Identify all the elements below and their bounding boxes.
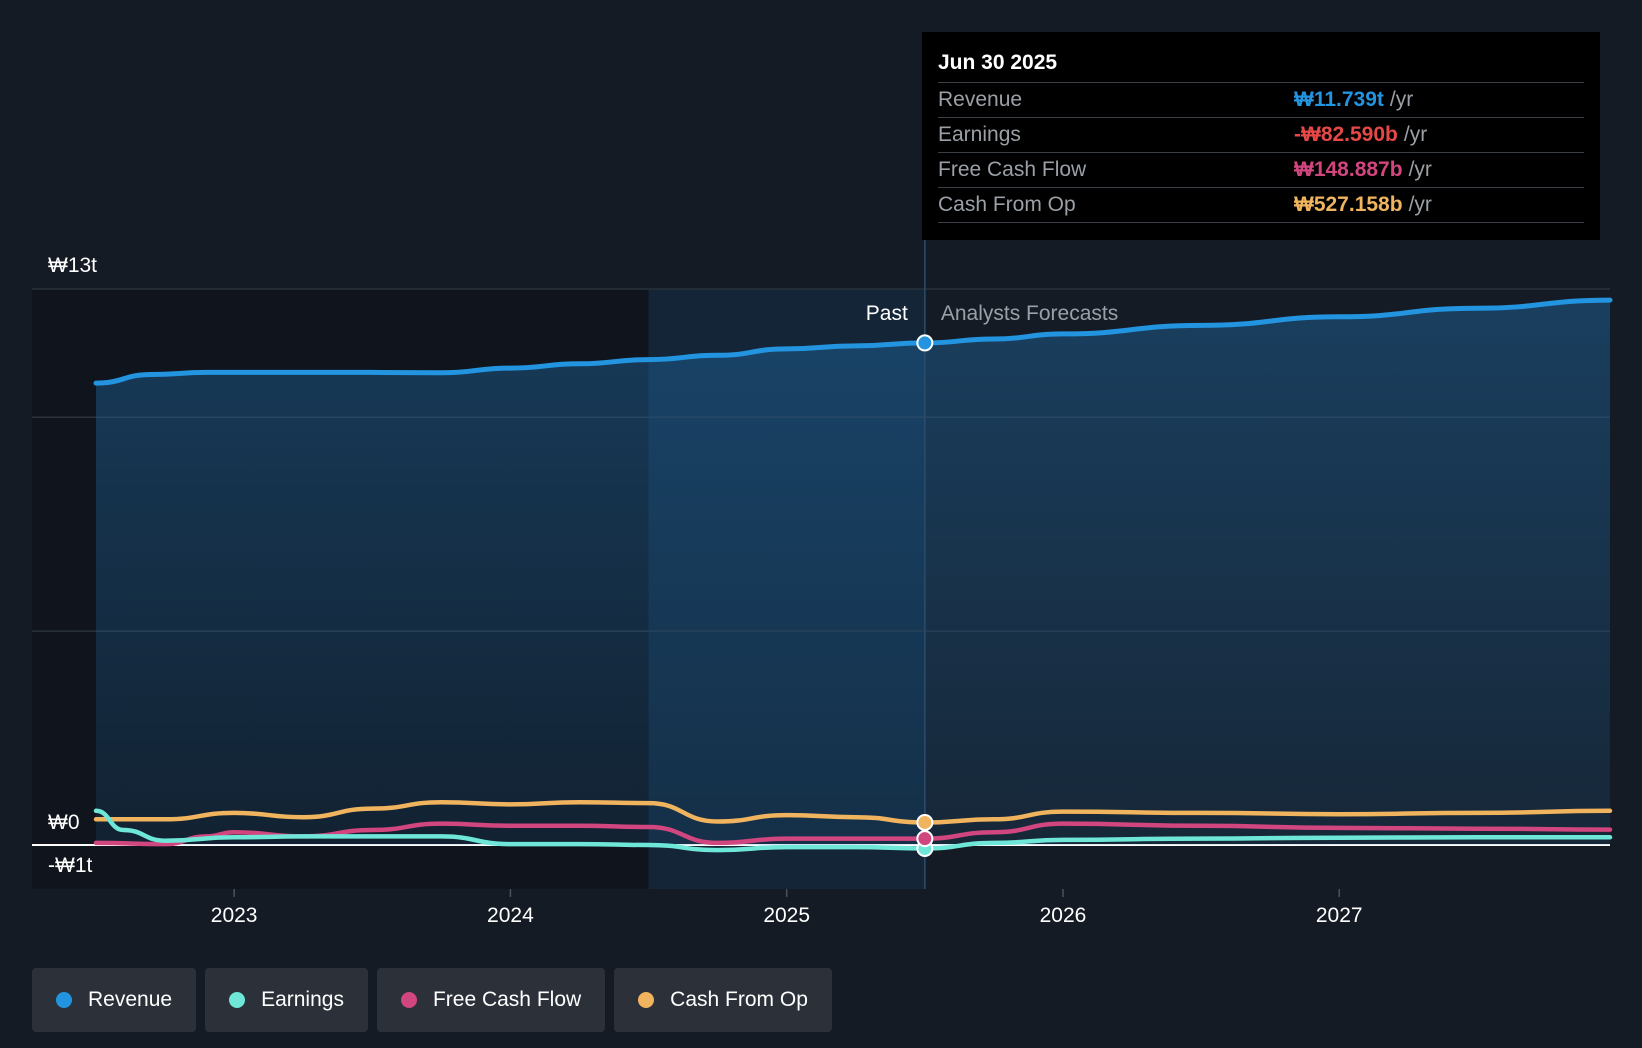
tooltip-value: ₩148.887b <box>1294 158 1403 181</box>
tooltip-row-free-cash-flow: Free Cash Flow ₩148.887b /yr <box>938 153 1584 188</box>
series-line-free-cash-flow <box>93 821 1613 847</box>
legend-item-free-cash-flow[interactable]: Free Cash Flow <box>376 968 606 1032</box>
series-line-cash-from-op <box>93 799 1613 825</box>
tooltip-date: Jun 30 2025 <box>938 48 1584 83</box>
legend-label: Revenue <box>88 988 173 1011</box>
marker-free-cash-flow <box>916 830 934 848</box>
free-cash-flow-dot-icon <box>400 992 417 1008</box>
tooltip-value: ₩527.158b <box>1294 193 1403 216</box>
y-axis-labels: ₩13t ₩0 -₩1t <box>48 254 97 877</box>
tooltip-unit: /yr <box>1408 158 1432 181</box>
x-tick-label: 2026 <box>1040 904 1087 927</box>
y-axis-label: ₩0 <box>48 811 80 834</box>
tooltip-label: Cash From Op <box>938 193 1076 216</box>
x-axis: 2023 2024 2025 2026 2027 <box>211 889 1363 927</box>
x-tick-label: 2027 <box>1316 904 1363 927</box>
legend: Revenue Earnings Free Cash Flow Cash Fro… <box>32 968 841 1032</box>
x-tick-label: 2025 <box>763 904 810 927</box>
x-tick-label: 2023 <box>211 904 258 927</box>
tooltip-row-earnings: Earnings -₩82.590b /yr <box>938 118 1584 153</box>
x-tick-label: 2024 <box>487 904 534 927</box>
past-label: Past <box>866 302 908 325</box>
y-axis-label: -₩1t <box>48 854 92 877</box>
hover-markers <box>916 334 934 858</box>
tooltip-row-revenue: Revenue ₩11.739t /yr <box>938 83 1584 118</box>
legend-label: Cash From Op <box>670 988 808 1011</box>
legend-item-cash-from-op[interactable]: Cash From Op <box>614 968 832 1032</box>
marker-revenue <box>916 334 934 352</box>
tooltip-unit: /yr <box>1389 88 1414 111</box>
revenue-area <box>96 300 1610 846</box>
legend-label: Free Cash Flow <box>432 988 582 1011</box>
tooltip-label: Free Cash Flow <box>938 158 1087 181</box>
earnings-dot-icon <box>229 992 246 1008</box>
tooltip-unit: /yr <box>1403 123 1428 146</box>
revenue-dot-icon <box>56 992 72 1008</box>
hover-tooltip: Jun 30 2025 Revenue ₩11.739t /yr Earning… <box>922 32 1600 240</box>
legend-item-earnings[interactable]: Earnings <box>205 968 368 1032</box>
tooltip-value: -₩82.590b <box>1294 123 1398 146</box>
y-axis-label: ₩13t <box>48 254 97 277</box>
series-line-earnings <box>93 808 1613 853</box>
legend-item-revenue[interactable]: Revenue <box>32 968 197 1032</box>
tooltip-row-cash-from-op: Cash From Op ₩527.158b /yr <box>938 188 1584 223</box>
tooltip-value: ₩11.739t <box>1294 88 1384 111</box>
marker-cash-from-op <box>916 813 934 831</box>
forecast-label: Analysts Forecasts <box>941 302 1118 325</box>
tooltip-label: Revenue <box>938 88 1023 111</box>
legend-label: Earnings <box>261 988 344 1011</box>
series-lines <box>93 297 1613 853</box>
tooltip-label: Earnings <box>938 123 1021 146</box>
series-line-revenue <box>93 297 1613 386</box>
cash-from-op-dot-icon <box>638 992 655 1008</box>
tooltip-unit: /yr <box>1408 193 1432 216</box>
